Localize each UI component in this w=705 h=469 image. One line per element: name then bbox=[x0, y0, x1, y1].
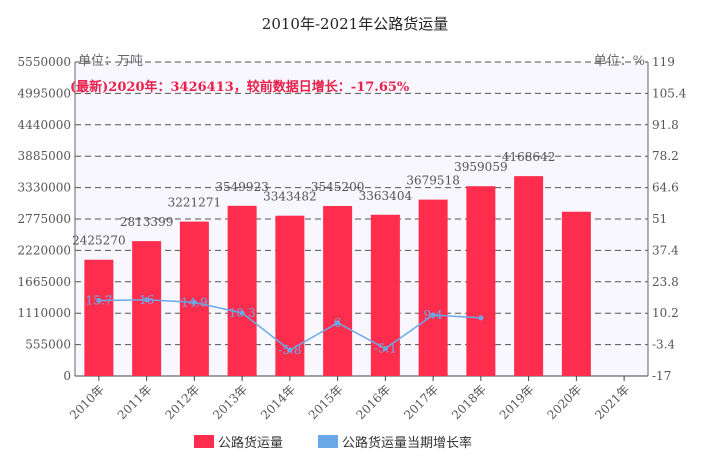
left-unit-label: 单位：万吨 bbox=[78, 54, 143, 69]
x-axis-tick-label: 2013年 bbox=[210, 382, 250, 422]
x-axis-tick-label: 2016年 bbox=[354, 382, 394, 422]
bar-value-label: 3679518 bbox=[406, 174, 459, 188]
bar-value-label: 3343482 bbox=[263, 190, 316, 204]
left-axis-tick-label: 4440000 bbox=[18, 118, 71, 132]
bar-value-label: 3549923 bbox=[215, 180, 268, 194]
bar bbox=[323, 206, 353, 376]
right-axis-tick-label: 51 bbox=[652, 212, 667, 226]
bar bbox=[84, 259, 114, 376]
left-axis-tick-label: 5550000 bbox=[18, 55, 71, 69]
bar bbox=[132, 241, 162, 376]
legend-label-bar: 公路货运量 bbox=[218, 435, 283, 451]
growth-rate-label: -5.1 bbox=[374, 342, 397, 356]
growth-rate-point bbox=[382, 346, 388, 352]
bar bbox=[227, 205, 257, 376]
left-axis-tick-label: 1110000 bbox=[18, 306, 71, 320]
left-axis-tick-label: 3330000 bbox=[18, 181, 71, 195]
right-axis-tick-label: 10.2 bbox=[652, 306, 679, 320]
x-axis-tick-label: 2017年 bbox=[401, 382, 441, 422]
growth-rate-label: 10.3 bbox=[229, 306, 256, 320]
right-axis-tick-label: 119 bbox=[652, 55, 675, 69]
right-axis-tick-label: 91.8 bbox=[652, 118, 679, 132]
bar bbox=[179, 221, 209, 376]
bar bbox=[466, 186, 496, 376]
bar-value-label: 2425270 bbox=[72, 234, 125, 248]
left-axis-tick-label: 1665000 bbox=[18, 275, 71, 289]
bar bbox=[514, 176, 544, 376]
growth-rate-point bbox=[191, 299, 197, 305]
x-axis-tick-label: 2010年 bbox=[67, 382, 107, 422]
left-axis-tick-label: 4995000 bbox=[18, 86, 71, 100]
growth-rate-label: 6 bbox=[334, 316, 342, 330]
x-axis-tick-label: 2018年 bbox=[449, 382, 489, 422]
bar-value-label: 3221271 bbox=[168, 196, 221, 210]
latest-data-banner: (最新)2020年：3426413，较前数据日增长：-17.65% bbox=[70, 79, 410, 95]
right-unit-label: 单位：% bbox=[594, 54, 645, 69]
bar bbox=[561, 211, 591, 376]
growth-rate-point bbox=[96, 298, 102, 304]
left-axis-tick-label: 2775000 bbox=[18, 212, 71, 226]
right-axis-tick-label: 105.4 bbox=[652, 86, 687, 100]
legend-swatch-bar bbox=[194, 435, 214, 448]
right-axis-tick-label: 23.8 bbox=[652, 275, 679, 289]
growth-rate-label: 16 bbox=[139, 293, 154, 307]
chart-title: 2010年-2021年公路货运量 bbox=[262, 15, 448, 33]
left-axis-tick-label: 3885000 bbox=[18, 149, 71, 163]
growth-rate-label: 14.9 bbox=[181, 295, 208, 309]
left-axis-tick-label: 0 bbox=[63, 369, 71, 383]
legend-label-line: 公路货运量当期增长率 bbox=[342, 435, 472, 451]
growth-rate-point bbox=[144, 297, 150, 303]
bar-value-label: 3363404 bbox=[359, 189, 413, 203]
x-axis-tick-label: 2021年 bbox=[592, 382, 632, 422]
bar-value-label: 3959059 bbox=[454, 160, 507, 174]
growth-rate-label: -5.8 bbox=[278, 343, 301, 357]
growth-rate-point bbox=[239, 310, 245, 316]
x-axis-tick-label: 2020年 bbox=[545, 382, 585, 422]
growth-rate-label: 9.4 bbox=[424, 308, 443, 322]
x-axis-tick-label: 2015年 bbox=[306, 382, 346, 422]
left-axis-tick-label: 555000 bbox=[25, 338, 71, 352]
x-axis-tick-label: 2014年 bbox=[258, 382, 298, 422]
growth-rate-point bbox=[335, 320, 341, 326]
x-axis-tick-label: 2011年 bbox=[115, 382, 155, 422]
right-axis-tick-label: 37.4 bbox=[652, 243, 679, 257]
legend-swatch-line bbox=[318, 435, 338, 448]
growth-rate-point bbox=[478, 315, 484, 321]
bar-value-label: 3545200 bbox=[311, 180, 364, 194]
bar-value-label: 2813399 bbox=[120, 215, 173, 229]
growth-rate-label: 15.7 bbox=[86, 294, 113, 308]
growth-rate-point bbox=[287, 347, 293, 353]
right-axis-tick-label: 78.2 bbox=[652, 149, 679, 163]
x-axis-tick-label: 2012年 bbox=[163, 382, 203, 422]
growth-rate-point bbox=[430, 312, 436, 318]
bar bbox=[418, 199, 448, 376]
right-axis-tick-label: 64.6 bbox=[652, 181, 679, 195]
right-axis-tick-label: -3.4 bbox=[652, 338, 676, 352]
left-axis-tick-label: 2220000 bbox=[18, 243, 71, 257]
right-axis-tick-label: -17 bbox=[652, 369, 671, 383]
x-axis-tick-label: 2019年 bbox=[497, 382, 537, 422]
bar-value-label: 4168642 bbox=[502, 150, 555, 164]
